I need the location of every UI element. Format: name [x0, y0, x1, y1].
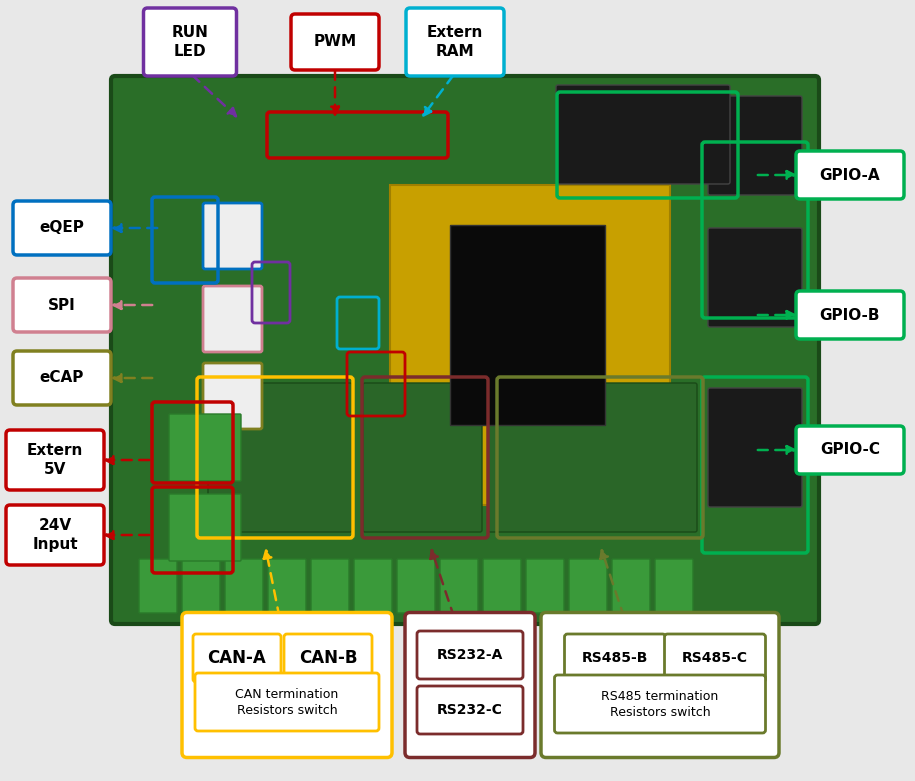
- FancyBboxPatch shape: [291, 14, 379, 70]
- FancyBboxPatch shape: [144, 8, 236, 76]
- FancyBboxPatch shape: [390, 185, 670, 505]
- FancyBboxPatch shape: [193, 634, 281, 682]
- Text: 24V
Input: 24V Input: [32, 519, 78, 552]
- Text: eQEP: eQEP: [39, 220, 84, 236]
- FancyBboxPatch shape: [796, 426, 904, 474]
- Text: Extern
RAM: Extern RAM: [426, 25, 483, 59]
- FancyBboxPatch shape: [397, 559, 435, 613]
- Text: RUN
LED: RUN LED: [172, 25, 209, 59]
- FancyBboxPatch shape: [556, 85, 730, 184]
- FancyBboxPatch shape: [268, 559, 306, 613]
- FancyBboxPatch shape: [541, 612, 779, 758]
- FancyBboxPatch shape: [664, 634, 766, 682]
- FancyBboxPatch shape: [284, 634, 372, 682]
- Text: PWM: PWM: [314, 34, 357, 49]
- FancyBboxPatch shape: [139, 559, 177, 613]
- FancyBboxPatch shape: [6, 430, 104, 490]
- FancyBboxPatch shape: [6, 505, 104, 565]
- FancyBboxPatch shape: [203, 203, 262, 269]
- FancyBboxPatch shape: [417, 631, 523, 679]
- FancyBboxPatch shape: [203, 363, 262, 429]
- FancyBboxPatch shape: [417, 686, 523, 734]
- FancyBboxPatch shape: [450, 225, 605, 425]
- Text: CAN-B: CAN-B: [299, 649, 357, 667]
- FancyBboxPatch shape: [405, 612, 535, 758]
- FancyBboxPatch shape: [203, 286, 262, 352]
- Text: CAN termination
Resistors switch: CAN termination Resistors switch: [235, 687, 339, 716]
- FancyBboxPatch shape: [406, 8, 504, 76]
- Text: GPIO-A: GPIO-A: [820, 167, 880, 183]
- FancyBboxPatch shape: [208, 383, 352, 532]
- FancyBboxPatch shape: [111, 76, 819, 624]
- FancyBboxPatch shape: [311, 559, 349, 613]
- Text: SPI: SPI: [48, 298, 76, 312]
- Text: RS485 termination
Resistors switch: RS485 termination Resistors switch: [601, 690, 718, 719]
- FancyBboxPatch shape: [182, 612, 392, 758]
- FancyBboxPatch shape: [483, 559, 521, 613]
- FancyBboxPatch shape: [612, 559, 650, 613]
- FancyBboxPatch shape: [182, 559, 220, 613]
- Text: GPIO-C: GPIO-C: [820, 443, 880, 458]
- FancyBboxPatch shape: [565, 634, 665, 682]
- FancyBboxPatch shape: [13, 201, 111, 255]
- FancyBboxPatch shape: [354, 559, 392, 613]
- FancyBboxPatch shape: [440, 559, 478, 613]
- FancyBboxPatch shape: [796, 291, 904, 339]
- Text: RS232-C: RS232-C: [437, 703, 503, 717]
- Text: Extern
5V: Extern 5V: [27, 443, 83, 476]
- FancyBboxPatch shape: [13, 278, 111, 332]
- FancyBboxPatch shape: [655, 559, 693, 613]
- FancyBboxPatch shape: [169, 494, 241, 561]
- Text: RS485-C: RS485-C: [682, 651, 748, 665]
- FancyBboxPatch shape: [569, 559, 607, 613]
- FancyBboxPatch shape: [488, 383, 697, 532]
- FancyBboxPatch shape: [225, 559, 263, 613]
- FancyBboxPatch shape: [195, 673, 379, 731]
- FancyBboxPatch shape: [708, 96, 802, 195]
- Text: eCAP: eCAP: [40, 370, 84, 386]
- FancyBboxPatch shape: [708, 228, 802, 327]
- FancyBboxPatch shape: [554, 675, 766, 733]
- FancyBboxPatch shape: [363, 383, 482, 532]
- FancyBboxPatch shape: [526, 559, 564, 613]
- FancyBboxPatch shape: [13, 351, 111, 405]
- Text: GPIO-B: GPIO-B: [820, 308, 880, 323]
- FancyBboxPatch shape: [796, 151, 904, 199]
- FancyBboxPatch shape: [708, 388, 802, 507]
- Text: CAN-A: CAN-A: [208, 649, 266, 667]
- Text: RS232-A: RS232-A: [436, 648, 503, 662]
- Text: RS485-B: RS485-B: [582, 651, 648, 665]
- FancyBboxPatch shape: [169, 414, 241, 481]
